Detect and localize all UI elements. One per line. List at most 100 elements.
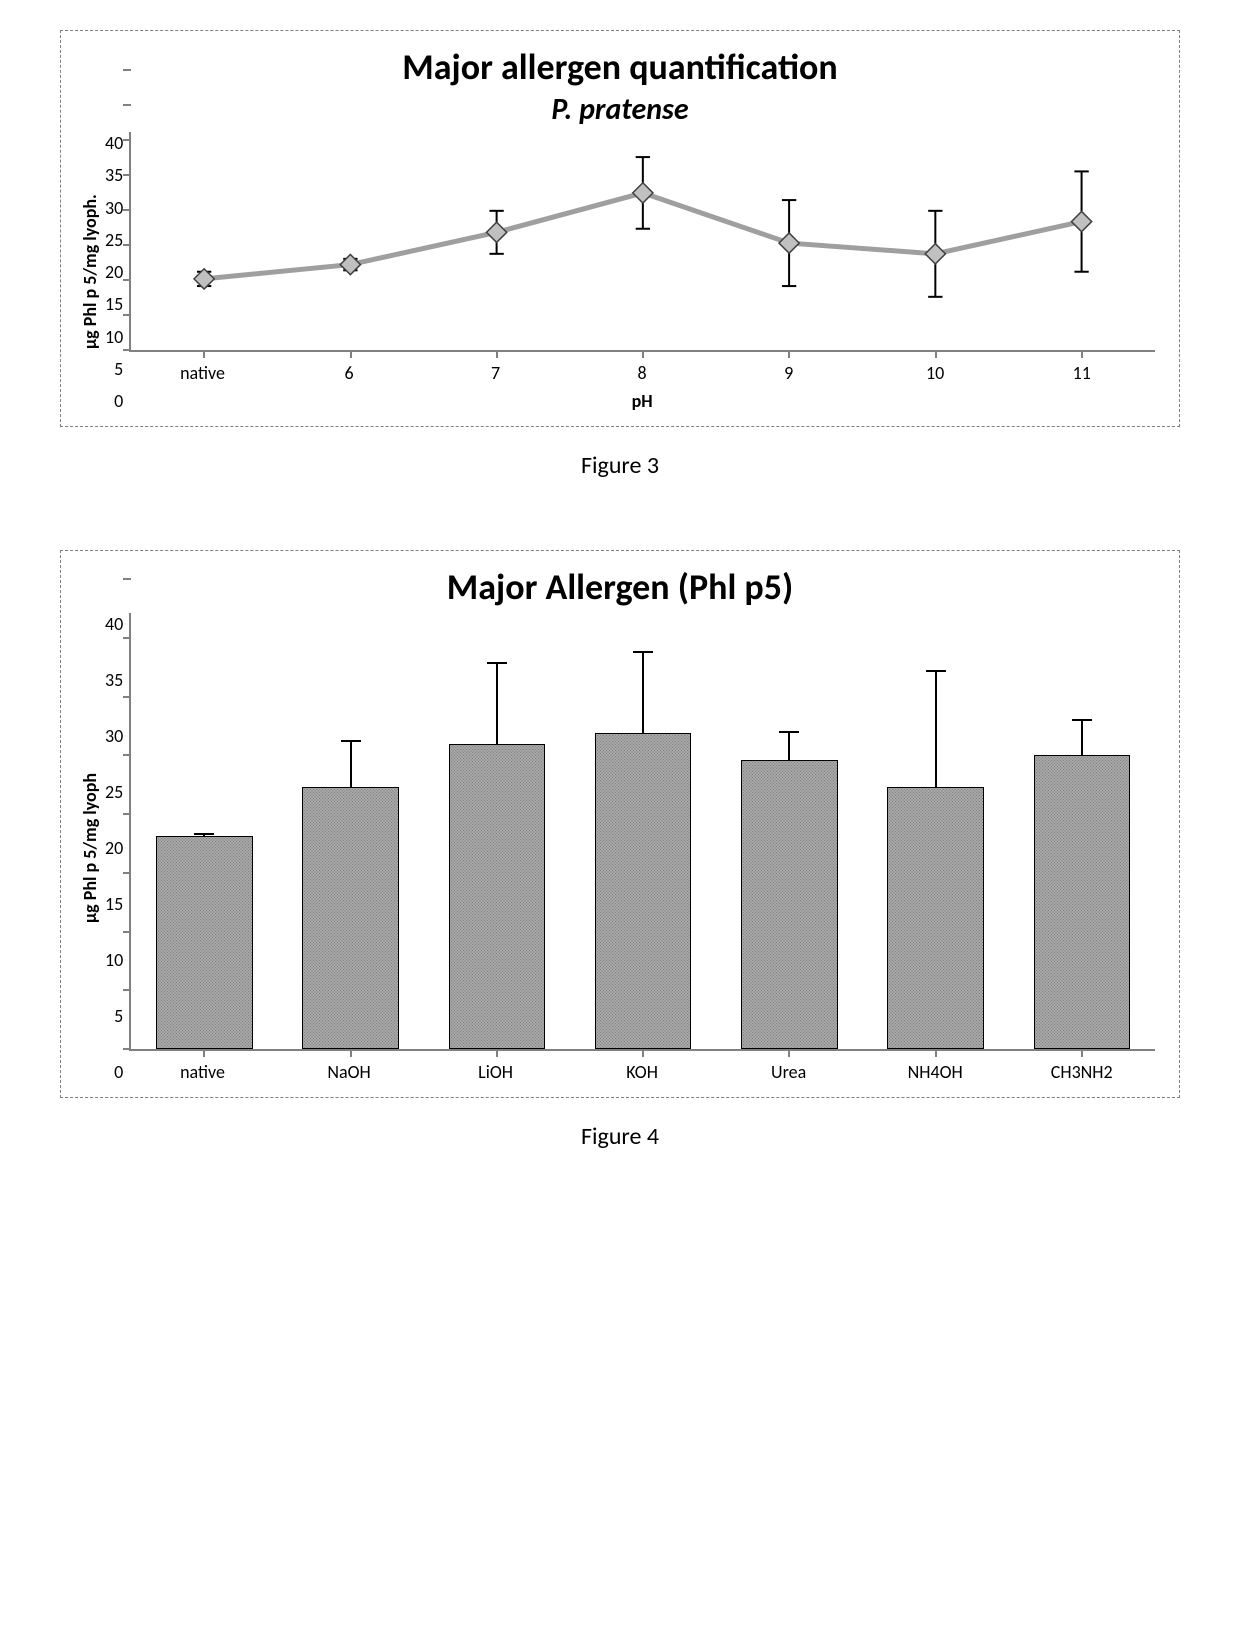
figure-4-bar: [741, 760, 838, 1049]
figure-3-xtick-mark: [350, 350, 352, 358]
figure-4-error-cap: [926, 670, 946, 672]
figure-4-error-cap: [341, 740, 361, 742]
figure-4-bar: [302, 787, 399, 1049]
figure-4-error-line: [350, 741, 352, 788]
figure-4-ytick-label: 0: [114, 1061, 123, 1083]
figure-4-ytick-label: 15: [105, 893, 123, 915]
figure-3-ytick-label: 5: [114, 358, 123, 380]
figure-3-xtick-mark: [496, 350, 498, 358]
figure-3-ytick-mark: [123, 174, 131, 176]
figure-3-block: Major allergen quantification P. pratens…: [60, 30, 1180, 480]
figure-3-title: Major allergen quantification: [67, 45, 1173, 89]
figure-4-ytick-mark: [123, 1048, 131, 1050]
figure-3-ytick-mark: [123, 69, 131, 71]
figure-4-ytick-label: 35: [105, 669, 123, 691]
figure-3-ytick-label: 40: [105, 132, 123, 154]
figure-4-xtick-mark: [642, 1049, 644, 1057]
figure-4-bar-slot: [424, 613, 570, 1049]
figure-4-xtick-label: CH3NH2: [1008, 1061, 1155, 1083]
figure-3-ytick-label: 10: [105, 326, 123, 348]
figure-4-error-cap: [1072, 719, 1092, 721]
figure-4-error-line: [496, 663, 498, 745]
figure-4-bar-slot: [863, 613, 1009, 1049]
figure-3-ytick-label: 30: [105, 197, 123, 219]
figure-4-ytick-mark: [123, 637, 131, 639]
figure-3-xtick-mark: [642, 350, 644, 358]
figure-4-ytick-label: 25: [105, 781, 123, 803]
figure-4-xtick-mark: [350, 1049, 352, 1057]
figure-4-xtick-mark: [496, 1049, 498, 1057]
figure-3-title-block: Major allergen quantification P. pratens…: [67, 37, 1173, 132]
figure-4-ytick-mark: [123, 754, 131, 756]
figure-4-bar: [1034, 755, 1131, 1049]
figure-4-bar: [156, 836, 253, 1049]
figure-4-plot-col: nativeNaOHLiOHKOHUreaNH4OHCH3NH2: [129, 613, 1155, 1083]
figure-4-ylabel: µg Phl p 5/mg lyoph: [75, 613, 105, 1083]
figure-4-title-block: Major Allergen (Phl p5): [67, 557, 1173, 613]
figure-4-yticks: 40 35 30 25 20 15 10 5 0: [105, 613, 129, 1083]
figure-4-xtick-label: native: [129, 1061, 276, 1083]
figure-4-ytick-label: 40: [105, 613, 123, 635]
figure-4-bar-slot: [716, 613, 862, 1049]
figure-3-ytick-mark: [123, 104, 131, 106]
figure-4-ytick-mark: [123, 989, 131, 991]
figure-4-xtick-label: NH4OH: [862, 1061, 1009, 1083]
figure-3-plot-area: [129, 132, 1155, 352]
figure-3-xtick-mark: [203, 350, 205, 358]
figure-4-error-line: [1081, 720, 1083, 755]
figure-4-xtick-label: KOH: [569, 1061, 716, 1083]
figure-3-ytick-mark: [123, 139, 131, 141]
figure-4-xtick-label: Urea: [715, 1061, 862, 1083]
figure-4-ytick-label: 30: [105, 725, 123, 747]
figure-3-ytick-label: 15: [105, 293, 123, 315]
figure-3-ytick-label: 0: [114, 390, 123, 412]
figure-4-plot-area: [129, 613, 1155, 1051]
figure-4-plot-wrap: µg Phl p 5/mg lyoph 40 35 30 25 20 15 10 5 0 nat…: [67, 613, 1173, 1091]
figure-4-ytick-mark: [123, 813, 131, 815]
figure-3-ytick-mark: [123, 314, 131, 316]
figure-4-error-line: [642, 652, 644, 734]
figure-4-error-cap: [779, 731, 799, 733]
figure-3-subtitle: P. pratense: [67, 91, 1173, 128]
figure-4-ytick-label: 10: [105, 949, 123, 971]
figure-4-error-cap: [487, 662, 507, 664]
figure-4-block: Major Allergen (Phl p5) µg Phl p 5/mg ly…: [60, 550, 1180, 1151]
figure-3-plot-col: native67891011 pH: [129, 132, 1155, 412]
figure-4-inner: Major Allergen (Phl p5) µg Phl p 5/mg ly…: [67, 557, 1173, 1091]
figure-4-error-line: [935, 671, 937, 789]
figure-3-xtick-mark: [935, 350, 937, 358]
figure-4-title: Major Allergen (Phl p5): [67, 565, 1173, 609]
figure-4-xtick-mark: [935, 1049, 937, 1057]
figure-3-ytick-mark: [123, 209, 131, 211]
figure-3-ylabel: µg Phl p 5/mg lyoph.: [75, 132, 105, 412]
figure-4-xtick-mark: [203, 1049, 205, 1057]
figure-3-ytick-label: 35: [105, 164, 123, 186]
figure-4-bar-slot: [570, 613, 716, 1049]
figure-4-bar-slot: [131, 613, 277, 1049]
figure-4-xticks: nativeNaOHLiOHKOHUreaNH4OHCH3NH2: [129, 1061, 1155, 1083]
figure-4-error-cap: [194, 833, 214, 835]
figure-4-error-cap: [633, 651, 653, 653]
figure-4-ytick-mark: [123, 872, 131, 874]
figure-3-xtick-mark: [1081, 350, 1083, 358]
figure-4-ytick-label: 5: [114, 1005, 123, 1027]
figure-4-error-line: [788, 732, 790, 761]
figure-4-bar: [449, 744, 546, 1049]
figure-3-svg: [131, 132, 1155, 419]
figure-4-bar: [595, 733, 692, 1049]
figure-4-bar-slot: [278, 613, 424, 1049]
figure-3-ytick-mark: [123, 244, 131, 246]
figure-4-bar-slot: [1009, 613, 1155, 1049]
figure-4-xtick-label: NaOH: [276, 1061, 423, 1083]
figure-4-xtick-mark: [1081, 1049, 1083, 1057]
figure-4-ytick-label: 20: [105, 837, 123, 859]
figure-3-frame: Major allergen quantification P. pratens…: [60, 30, 1180, 427]
figure-3-caption: Figure 3: [60, 451, 1180, 480]
figure-3-ytick-mark: [123, 279, 131, 281]
figure-4-ytick-mark: [123, 931, 131, 933]
figure-3-inner: Major allergen quantification P. pratens…: [67, 37, 1173, 420]
figure-3-ytick-label: 25: [105, 229, 123, 251]
figure-4-xtick-label: LiOH: [422, 1061, 569, 1083]
figure-3-ytick-label: 20: [105, 261, 123, 283]
figure-4-ytick-mark: [123, 696, 131, 698]
